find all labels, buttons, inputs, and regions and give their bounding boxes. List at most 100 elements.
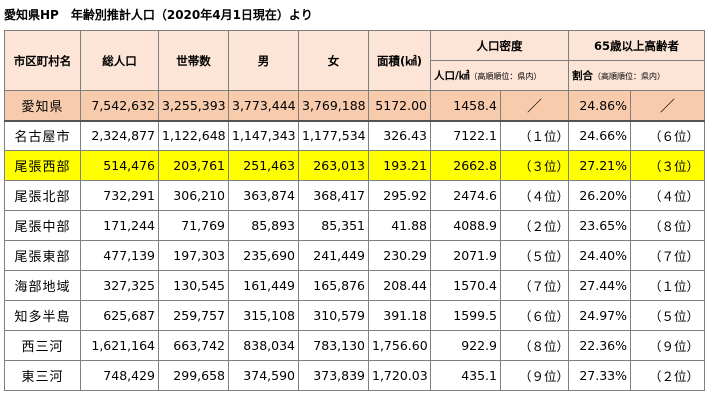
cell-households: 663,742	[158, 330, 229, 361]
table-row: 尾張中部 171,244 71,769 85,893 85,351 41.88 4088.9…	[4, 210, 706, 241]
page-title: 愛知県HP 年齢別推計人口（2020年4月1日現在）より	[4, 8, 313, 22]
cell-elderly: 27.44%	[568, 270, 631, 301]
cell-density: 1570.4	[430, 270, 501, 301]
cell-elderly-rank: （８位）	[629, 210, 706, 241]
cell-male: 161,449	[228, 270, 299, 301]
cell-elderly: 27.33%	[568, 360, 631, 391]
cell-male: 85,893	[228, 210, 299, 241]
cell-elderly: 22.36%	[568, 330, 631, 361]
table-row: 東三河 748,429 299,658 374,590 373,839 1,720.03 4…	[4, 360, 706, 391]
cell-male: 1,147,343	[228, 120, 299, 151]
cell-households: 306,210	[158, 180, 229, 211]
row-name: 東三河	[4, 360, 81, 391]
cell-density: 2662.8	[430, 150, 501, 181]
cell-households: 71,769	[158, 210, 229, 241]
cell-density-rank: （６位）	[500, 300, 569, 331]
cell-elderly-rank: ／	[629, 90, 706, 122]
cell-elderly-rank: （４位）	[629, 180, 706, 211]
cell-elderly: 23.65%	[568, 210, 631, 241]
cell-elderly-rank: （６位）	[629, 120, 706, 151]
cell-area: 193.21	[368, 150, 431, 181]
row-name: 尾張東部	[4, 240, 81, 271]
table-row: 尾張北部 732,291 306,210 363,874 368,417 295.92 24…	[4, 180, 706, 211]
cell-male: 235,690	[228, 240, 299, 271]
cell-density: 435.1	[430, 360, 501, 391]
cell-area: 230.29	[368, 240, 431, 271]
cell-elderly: 24.66%	[568, 120, 631, 151]
cell-elderly-rank: （２位）	[629, 360, 706, 391]
cell-area: 5172.00	[368, 90, 431, 122]
cell-male: 3,773,444	[228, 90, 299, 122]
header-land-area: 面積(㎢)	[368, 30, 431, 91]
cell-female: 310,579	[298, 300, 369, 331]
cell-population: 1,621,164	[80, 330, 159, 361]
cell-female: 3,769,188	[298, 90, 369, 122]
cell-female: 165,876	[298, 270, 369, 301]
cell-area: 326.43	[368, 120, 431, 151]
cell-households: 197,303	[158, 240, 229, 271]
cell-population: 171,244	[80, 210, 159, 241]
cell-density-rank: ／	[500, 90, 569, 122]
cell-density-rank: （８位）	[500, 330, 569, 361]
cell-density-rank: （７位）	[500, 270, 569, 301]
cell-density: 2474.6	[430, 180, 501, 211]
cell-households: 1,122,648	[158, 120, 229, 151]
cell-female: 241,449	[298, 240, 369, 271]
cell-density: 2071.9	[430, 240, 501, 271]
cell-population: 625,687	[80, 300, 159, 331]
cell-elderly-rank: （１位）	[629, 270, 706, 301]
cell-households: 299,658	[158, 360, 229, 391]
row-name: 名古屋市	[4, 120, 81, 151]
cell-population: 327,325	[80, 270, 159, 301]
row-name: 海部地域	[4, 270, 81, 301]
elderly-sub-note: （高順順位：県内）	[593, 72, 665, 81]
header-density-sub: 人口/㎢（高順順位：県内）	[430, 60, 569, 91]
cell-households: 130,545	[158, 270, 229, 301]
table-row: 尾張西部 514,476 203,761 251,463 263,013 193.21 26…	[4, 150, 706, 181]
cell-elderly-rank: （３位）	[629, 150, 706, 181]
elderly-sub-label: 割合	[572, 70, 593, 82]
cell-elderly: 26.20%	[568, 180, 631, 211]
cell-elderly: 24.40%	[568, 240, 631, 271]
row-name: 愛知県	[4, 90, 81, 122]
cell-elderly-rank: （９位）	[629, 330, 706, 361]
header-male: 男	[228, 30, 299, 91]
row-name: 尾張北部	[4, 180, 81, 211]
cell-female: 85,351	[298, 210, 369, 241]
cell-households: 3,255,393	[158, 90, 229, 122]
cell-density-rank: （２位）	[500, 210, 569, 241]
table-row: 西三河 1,621,164 663,742 838,034 783,130 1,756.6…	[4, 330, 706, 361]
cell-male: 838,034	[228, 330, 299, 361]
cell-elderly: 24.97%	[568, 300, 631, 331]
cell-households: 259,757	[158, 300, 229, 331]
cell-area: 295.92	[368, 180, 431, 211]
cell-population: 7,542,632	[80, 90, 159, 122]
cell-male: 315,108	[228, 300, 299, 331]
cell-density: 922.9	[430, 330, 501, 361]
header-population: 総人口	[80, 30, 159, 91]
cell-density: 1458.4	[430, 90, 501, 122]
cell-male: 251,463	[228, 150, 299, 181]
population-table: 市区町村名 総人口 世帯数 男 女 面積(㎢) 人口密度 65歳以上高齢者 人口…	[4, 30, 706, 391]
cell-density-rank: （４位）	[500, 180, 569, 211]
density-sub-note: （高順順位：県内）	[469, 72, 542, 81]
cell-area: 41.88	[368, 210, 431, 241]
cell-population: 477,139	[80, 240, 159, 271]
header-density-group: 人口密度	[430, 30, 569, 61]
table-row: 海部地域 327,325 130,545 161,449 165,876 208.44 15…	[4, 270, 706, 301]
cell-population: 2,324,877	[80, 120, 159, 151]
header-elderly-sub: 割合（高順順位：県内）	[567, 60, 706, 91]
row-name: 西三河	[4, 330, 81, 361]
header-households: 世帯数	[158, 30, 229, 91]
cell-male: 374,590	[228, 360, 299, 391]
table-row: 尾張東部 477,139 197,303 235,690 241,449 230.29 20…	[4, 240, 706, 271]
table-row: 知多半島 625,687 259,757 315,108 310,579 391.18 15…	[4, 300, 706, 331]
cell-density-rank: （１位）	[500, 120, 569, 151]
header-elderly-group: 65歳以上高齢者	[567, 30, 706, 61]
cell-population: 732,291	[80, 180, 159, 211]
cell-male: 363,874	[228, 180, 299, 211]
density-sub-label: 人口/㎢	[434, 70, 470, 82]
cell-elderly: 27.21%	[568, 150, 631, 181]
cell-female: 263,013	[298, 150, 369, 181]
cell-area: 208.44	[368, 270, 431, 301]
